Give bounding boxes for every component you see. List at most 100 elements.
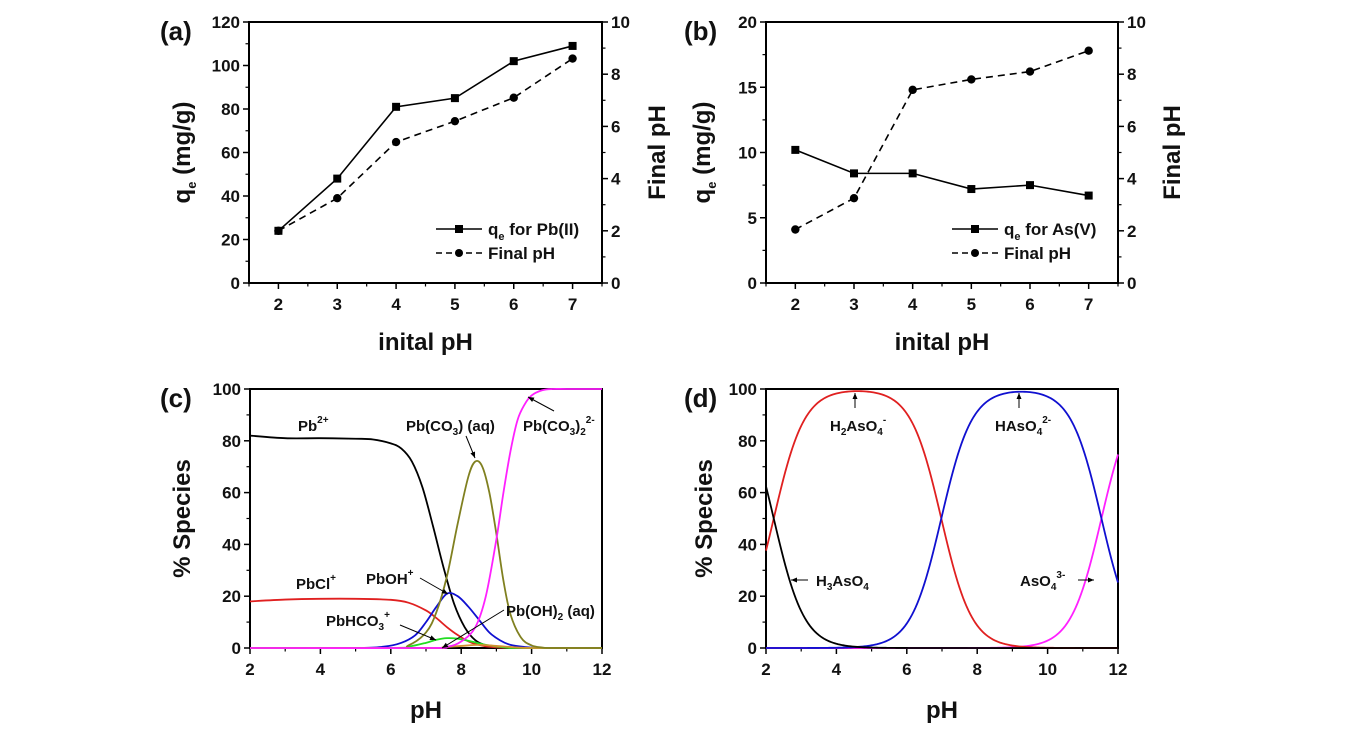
data-point-square [791, 145, 800, 154]
y2-tick-label: 6 [1127, 117, 1136, 136]
text-span: + [330, 573, 336, 584]
x-tick-label: 2 [245, 660, 254, 679]
data-point-circle [791, 225, 800, 234]
data-point-square [850, 169, 858, 178]
text-span: 2+ [317, 415, 329, 426]
y2-tick-label: 0 [1127, 274, 1136, 293]
text-span: e [184, 182, 199, 189]
text-span: 4 [1051, 582, 1057, 593]
species-curve [250, 597, 602, 649]
y2-tick-label: 8 [1127, 65, 1136, 84]
species-curve [765, 486, 1118, 649]
data-point-circle [333, 193, 342, 203]
annotation-arrow [399, 624, 437, 641]
text-span: ) [575, 418, 580, 435]
x-tick-label: 2 [791, 295, 800, 314]
y-tick-label: 20 [221, 231, 240, 250]
text-span: Pb(CO [406, 418, 453, 435]
data-point-square [967, 185, 976, 194]
x-tick-label: 10 [522, 660, 541, 679]
x-tick-label: 12 [593, 660, 612, 679]
annotation-arrowhead [470, 451, 476, 458]
species-label: PbCl+ [296, 573, 336, 593]
text-span: 2- [1042, 415, 1051, 426]
text-span: 4 [877, 427, 883, 438]
x-axis-title: inital pH [895, 329, 990, 356]
y-tick-label: 100 [212, 57, 240, 76]
text-span: AsO [846, 418, 877, 435]
annotation-arrowhead [442, 642, 449, 648]
x-tick-label: 2 [274, 295, 283, 314]
annotation-arrow [441, 609, 505, 649]
data-point-square [509, 57, 518, 66]
species-curve [766, 454, 1119, 649]
data-point-square [908, 169, 917, 178]
species-label: HAsO42- [995, 415, 1051, 438]
y-axis-title: % Species [691, 459, 718, 578]
text-span: HAsO [995, 418, 1037, 435]
y-tick-label: 40 [221, 187, 240, 206]
data-point-square [392, 102, 401, 111]
species-curve [250, 637, 602, 649]
y-axis-title: qe (mg/g) [169, 102, 199, 204]
text-span: H [816, 573, 827, 590]
species-curve [766, 390, 1119, 649]
x-tick-label: 4 [391, 295, 401, 314]
legend-marker-square [971, 225, 979, 233]
panel-label: (a) [160, 16, 192, 46]
species-label: PbOH+ [366, 568, 414, 588]
y-tick-label: 0 [231, 274, 240, 293]
text-span: 4 [1037, 427, 1043, 438]
text-span: 3 [827, 582, 833, 593]
y-tick-label: 15 [738, 78, 757, 97]
species-curve [250, 592, 602, 649]
text-span: 2 [558, 612, 564, 623]
y2-tick-label: 2 [1127, 222, 1136, 241]
y-tick-label: 100 [729, 380, 757, 399]
text-span: (mg/g) [169, 102, 196, 182]
text-span: 2 [580, 427, 586, 438]
text-span: Pb(OH) [506, 603, 558, 620]
x-tick-label: 12 [1109, 660, 1128, 679]
text-span: 3 [379, 622, 385, 633]
y2-tick-label: 8 [611, 65, 620, 84]
y-tick-label: 80 [738, 432, 757, 451]
y-tick-label: 40 [738, 535, 757, 554]
legend-label: qe for Pb(II) [488, 220, 579, 243]
x-tick-label: 6 [509, 295, 518, 314]
text-span: for As(V) [1021, 220, 1097, 239]
x-tick-label: 4 [316, 660, 326, 679]
y-tick-label: 20 [738, 13, 757, 32]
text-span: PbHCO [326, 613, 379, 630]
x-tick-label: 2 [761, 660, 770, 679]
y-tick-label: 10 [738, 144, 757, 163]
y-tick-label: 0 [748, 639, 757, 658]
text-span: 4 [863, 582, 869, 593]
x-tick-label: 5 [967, 295, 976, 314]
data-point-circle [1084, 46, 1093, 55]
text-span: + [384, 610, 390, 621]
species-label: Pb(CO3) (aq) [406, 418, 495, 438]
annotation-arrowhead [441, 588, 448, 594]
y-tick-label: 60 [738, 484, 757, 503]
annotation-arrowhead [791, 577, 797, 583]
x-axis-title: pH [926, 697, 958, 724]
x-tick-label: 7 [568, 295, 577, 314]
data-point-square [568, 41, 577, 50]
x-tick-label: 6 [386, 660, 395, 679]
x-tick-label: 8 [456, 660, 465, 679]
x-tick-label: 3 [849, 295, 858, 314]
x-tick-label: 5 [450, 295, 459, 314]
species-label: H2AsO4- [830, 415, 886, 438]
annotation-arrowhead [528, 397, 535, 403]
text-span: for Pb(II) [505, 220, 580, 239]
text-span: 3 [453, 427, 459, 438]
data-point-square [1026, 181, 1034, 190]
annotation-arrowhead [1088, 577, 1094, 583]
text-span: Final pH [488, 244, 555, 263]
y-tick-label: 5 [748, 209, 757, 228]
data-point-circle [450, 116, 460, 126]
text-span: + [408, 568, 414, 579]
